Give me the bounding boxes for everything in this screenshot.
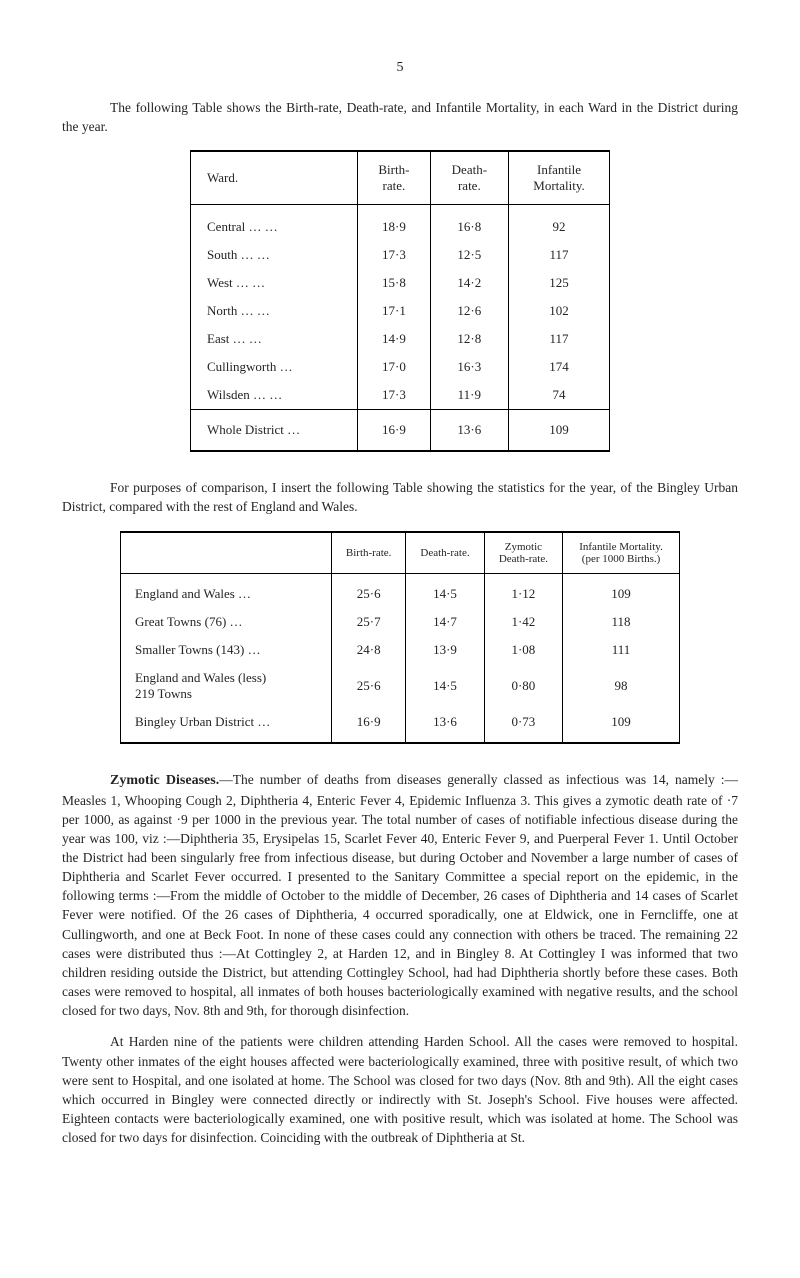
- cell-c4: 118: [563, 608, 680, 636]
- cell-death: 14·2: [430, 269, 508, 297]
- cell-label: Central … …: [191, 205, 358, 242]
- cell-c1: 25·6: [332, 664, 406, 708]
- table-1-wrap: Ward. Birth- rate. Death- rate. Infantil…: [62, 150, 738, 452]
- cell-c4: 109: [563, 573, 680, 608]
- th-blank: [121, 532, 332, 574]
- cell-label: North … …: [191, 297, 358, 325]
- table-row: Smaller Towns (143) … 24·8 13·9 1·08 111: [121, 636, 680, 664]
- cell-birth: 15·8: [358, 269, 430, 297]
- cell-c1: 16·9: [332, 708, 406, 743]
- cell-label: England and Wales …: [121, 573, 332, 608]
- cell-inf: 109: [509, 410, 610, 452]
- table-row: North … … 17·1 12·6 102: [191, 297, 610, 325]
- cell-c3: 0·80: [484, 664, 562, 708]
- cell-c1: 24·8: [332, 636, 406, 664]
- table-header-row: Birth-rate. Death-rate. Zymotic Death-ra…: [121, 532, 680, 574]
- document-page: 5 The following Table shows the Birth-ra…: [0, 0, 800, 1278]
- cell-c3: 1·12: [484, 573, 562, 608]
- cell-inf: 117: [509, 241, 610, 269]
- table-row: South … … 17·3 12·5 117: [191, 241, 610, 269]
- cell-c4: 98: [563, 664, 680, 708]
- cell-label: South … …: [191, 241, 358, 269]
- cell-birth: 16·9: [358, 410, 430, 452]
- cell-label: Whole District …: [191, 410, 358, 452]
- cell-death: 16·3: [430, 353, 508, 381]
- cell-label: Cullingworth …: [191, 353, 358, 381]
- cell-inf: 102: [509, 297, 610, 325]
- cell-inf: 117: [509, 325, 610, 353]
- zymotic-paragraph: Zymotic Diseases.—The number of deaths f…: [62, 770, 738, 1021]
- cell-inf: 92: [509, 205, 610, 242]
- page-number: 5: [62, 60, 738, 76]
- cell-birth: 14·9: [358, 325, 430, 353]
- cell-c4: 111: [563, 636, 680, 664]
- table-row: West … … 15·8 14·2 125: [191, 269, 610, 297]
- intro-paragraph-1: The following Table shows the Birth-rate…: [62, 98, 738, 136]
- cell-death: 13·6: [430, 410, 508, 452]
- zymotic-heading: Zymotic Diseases.: [110, 773, 219, 788]
- table-row: England and Wales (less) 219 Towns 25·6 …: [121, 664, 680, 708]
- cell-c3: 1·42: [484, 608, 562, 636]
- cell-label: Smaller Towns (143) …: [121, 636, 332, 664]
- th-deathrate: Death-rate.: [406, 532, 484, 574]
- table-row: England and Wales … 25·6 14·5 1·12 109: [121, 573, 680, 608]
- cell-c2: 13·6: [406, 708, 484, 743]
- ward-table: Ward. Birth- rate. Death- rate. Infantil…: [190, 150, 610, 452]
- cell-birth: 17·3: [358, 381, 430, 410]
- cell-c1: 25·7: [332, 608, 406, 636]
- cell-c2: 13·9: [406, 636, 484, 664]
- table-header-row: Ward. Birth- rate. Death- rate. Infantil…: [191, 151, 610, 205]
- cell-birth: 17·1: [358, 297, 430, 325]
- cell-inf: 125: [509, 269, 610, 297]
- cell-label: East … …: [191, 325, 358, 353]
- cell-c3: 0·73: [484, 708, 562, 743]
- cell-death: 12·6: [430, 297, 508, 325]
- cell-c3: 1·08: [484, 636, 562, 664]
- cell-birth: 17·3: [358, 241, 430, 269]
- cell-death: 11·9: [430, 381, 508, 410]
- cell-c4: 109: [563, 708, 680, 743]
- table-row: Cullingworth … 17·0 16·3 174: [191, 353, 610, 381]
- cell-inf: 174: [509, 353, 610, 381]
- cell-birth: 17·0: [358, 353, 430, 381]
- table-row: East … … 14·9 12·8 117: [191, 325, 610, 353]
- cell-death: 12·5: [430, 241, 508, 269]
- cell-label: England and Wales (less) 219 Towns: [121, 664, 332, 708]
- cell-label: West … …: [191, 269, 358, 297]
- cell-c2: 14·5: [406, 573, 484, 608]
- table-2-wrap: Birth-rate. Death-rate. Zymotic Death-ra…: [62, 531, 738, 744]
- table-row: Great Towns (76) … 25·7 14·7 1·42 118: [121, 608, 680, 636]
- zymotic-body: —The number of deaths from diseases gene…: [62, 772, 738, 1019]
- th-birth: Birth- rate.: [358, 151, 430, 205]
- cell-death: 12·8: [430, 325, 508, 353]
- intro-paragraph-2: For purposes of comparison, I insert the…: [62, 478, 738, 516]
- cell-death: 16·8: [430, 205, 508, 242]
- table-row: Central … … 18·9 16·8 92: [191, 205, 610, 242]
- harden-paragraph: At Harden nine of the patients were chil…: [62, 1032, 738, 1147]
- table-row: Wilsden … … 17·3 11·9 74: [191, 381, 610, 410]
- cell-c1: 25·6: [332, 573, 406, 608]
- th-infmort: Infantile Mortality. (per 1000 Births.): [563, 532, 680, 574]
- th-infmort: Infantile Mortality.: [509, 151, 610, 205]
- cell-c2: 14·5: [406, 664, 484, 708]
- th-zymotic: Zymotic Death-rate.: [484, 532, 562, 574]
- th-birthrate: Birth-rate.: [332, 532, 406, 574]
- cell-label: Wilsden … …: [191, 381, 358, 410]
- cell-label: Great Towns (76) …: [121, 608, 332, 636]
- cell-c2: 14·7: [406, 608, 484, 636]
- comparison-table: Birth-rate. Death-rate. Zymotic Death-ra…: [120, 531, 680, 744]
- table-footer-row: Whole District … 16·9 13·6 109: [191, 410, 610, 452]
- th-death: Death- rate.: [430, 151, 508, 205]
- table-row: Bingley Urban District … 16·9 13·6 0·73 …: [121, 708, 680, 743]
- th-ward: Ward.: [191, 151, 358, 205]
- cell-inf: 74: [509, 381, 610, 410]
- cell-label: Bingley Urban District …: [121, 708, 332, 743]
- cell-birth: 18·9: [358, 205, 430, 242]
